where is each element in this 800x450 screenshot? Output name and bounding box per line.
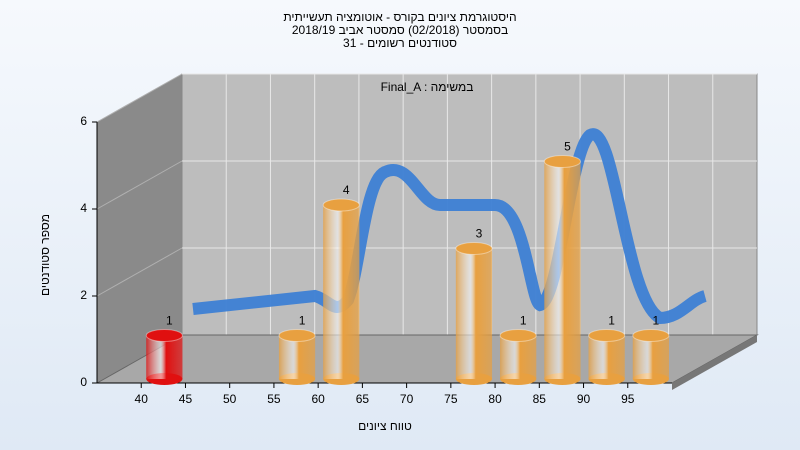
value-label: 1 <box>299 314 306 328</box>
chart-title: בסמסטר (02/2018) סמסטר אביב 2018/19 <box>292 23 508 37</box>
bar-cap <box>322 198 360 212</box>
bar <box>543 155 582 385</box>
bar <box>455 242 493 385</box>
chart-title: סטודנטים רשומים - 31 <box>343 36 457 50</box>
x-tick-label: 65 <box>356 392 370 406</box>
bar-cap <box>588 329 626 342</box>
x-tick-label: 80 <box>488 392 502 406</box>
bar-cap <box>278 329 316 342</box>
bar-cap <box>632 329 670 342</box>
bar-body <box>455 248 493 379</box>
grid-line <box>96 73 183 123</box>
bar-body <box>500 335 537 379</box>
x-tick-label: 50 <box>223 392 237 406</box>
floor-edge <box>672 335 757 390</box>
value-label: 1 <box>520 314 527 328</box>
subtitle: Final_A : במשימה <box>381 80 474 94</box>
bar <box>588 329 626 385</box>
bar <box>278 329 316 385</box>
bar <box>632 329 670 385</box>
y-axis-label: מספר סטודנטים <box>38 214 52 296</box>
bar-cap <box>543 155 582 168</box>
titles: היסטוגרמת ציונים בקורס - אוטומציה תעשיית… <box>283 10 516 50</box>
bar-cap <box>455 242 493 255</box>
bar-body <box>632 335 669 379</box>
x-tick-label: 55 <box>267 392 281 406</box>
bar <box>145 329 183 385</box>
bar-body <box>588 335 625 379</box>
y-tick-label: 6 <box>80 114 87 128</box>
bar <box>499 329 537 385</box>
chart-title: היסטוגרמת ציונים בקורס - אוטומציה תעשיית… <box>283 10 516 24</box>
x-tick-label: 85 <box>533 392 547 406</box>
bar-cap <box>145 329 183 342</box>
left-wall <box>97 74 182 383</box>
bar <box>322 198 360 385</box>
bar-body <box>146 335 183 379</box>
bar-body <box>323 205 360 379</box>
value-label: 1 <box>166 314 173 328</box>
x-axis-label: טווח ציונים <box>358 419 412 433</box>
y-tick-label: 2 <box>80 288 87 302</box>
x-tick-label: 40 <box>135 392 149 406</box>
value-label: 3 <box>476 227 483 241</box>
grid-line <box>96 160 183 210</box>
x-tick-label: 95 <box>621 392 635 406</box>
value-label: 1 <box>608 314 615 328</box>
bar-body <box>278 335 316 379</box>
bar-cap <box>499 329 537 342</box>
x-tick-label: 45 <box>179 392 193 406</box>
bar-body <box>544 161 581 379</box>
value-label: 5 <box>564 140 571 154</box>
grid-line <box>96 247 183 297</box>
value-label: 1 <box>653 314 660 328</box>
x-tick-label: 75 <box>444 392 458 406</box>
x-tick-label: 90 <box>577 392 591 406</box>
y-tick-label: 0 <box>80 375 87 389</box>
x-tick-label: 60 <box>311 392 325 406</box>
y-tick-label: 4 <box>80 201 87 215</box>
x-tick-label: 70 <box>400 392 414 406</box>
value-label: 4 <box>343 183 350 197</box>
